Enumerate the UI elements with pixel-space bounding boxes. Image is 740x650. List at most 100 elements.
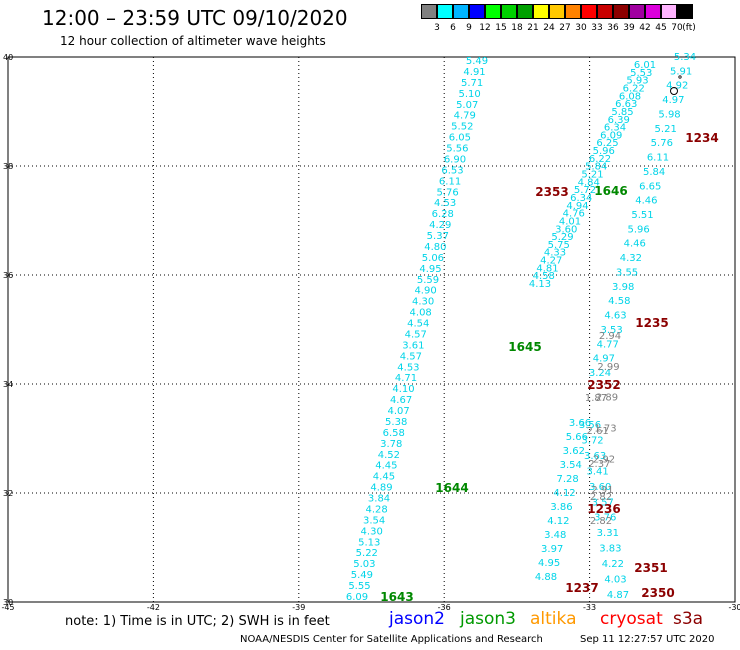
wave-height-value: 4.71: [395, 373, 417, 384]
lat-tick-label: 40: [3, 53, 13, 62]
wave-height-value: 4.63: [604, 311, 626, 322]
wave-height-value: 6.63: [615, 99, 637, 110]
wave-height-value: 3.63: [584, 451, 606, 462]
wave-height-value: 3.84: [368, 494, 390, 505]
colorbar-label: 39: [623, 23, 635, 33]
wave-height-value: 4.95: [419, 264, 441, 275]
wave-height-value: 5.71: [461, 78, 483, 89]
wave-height-value: 3.53: [600, 325, 622, 336]
wave-height-value: 6.22: [589, 154, 611, 165]
colorbar-swatch: [645, 4, 661, 19]
colorbar-label: 9: [466, 23, 472, 33]
wave-height-value: 4.45: [373, 472, 395, 483]
lon-tick-label: -39: [292, 603, 305, 612]
wave-height-value: 3.62: [563, 446, 585, 457]
colorbar-swatch: [549, 4, 565, 19]
footer-credit: NOAA/NESDIS Center for Satellite Applica…: [240, 634, 543, 645]
colorbar-swatch: [533, 4, 549, 19]
axis-ticks: -45 -42 -39 -36 -33 -30 30 32 34 36 38 40: [1, 53, 740, 612]
wave-height-value: 5.72: [574, 185, 596, 196]
legend-altika: altika: [530, 609, 577, 629]
wave-height-value: 6.34: [570, 193, 592, 204]
wave-height-value: 6.53: [441, 165, 463, 176]
wave-height-value: 5.03: [353, 559, 375, 570]
wave-height-value: 4.97: [593, 354, 615, 365]
wave-height-value: 3.66: [569, 418, 591, 429]
wave-height-value: 4.22: [602, 559, 624, 570]
wave-height-value: 3.54: [363, 515, 385, 526]
wave-height-value: 3.24: [589, 368, 611, 379]
footer-timestamp: Sep 11 12:27:57 UTC 2020: [580, 634, 715, 645]
wave-height-value: 2.91: [591, 485, 613, 496]
wave-height-value: 4.79: [454, 111, 476, 122]
wave-height-value: 4.10: [392, 384, 414, 395]
wave-height-value: 6.08: [619, 91, 641, 102]
pass-time-label: 1644: [435, 481, 468, 495]
colorbar-label: 30: [575, 23, 587, 33]
wave-height-value: 2.82: [590, 492, 612, 503]
wave-height-value: 4.12: [547, 516, 569, 527]
wave-height-value: 4.54: [407, 319, 429, 330]
wave-height-value: 4.67: [390, 395, 412, 406]
wave-height-value: 5.76: [651, 138, 673, 149]
wave-height-value: 6.11: [647, 153, 669, 164]
wave-height-value: 3.56: [579, 420, 601, 431]
wave-height-value: 5.66: [566, 432, 588, 443]
wave-height-value: 3.41: [587, 466, 609, 477]
wave-height-value: 4.91: [463, 67, 485, 78]
pass-time-label: 2351: [634, 561, 667, 575]
colorbar-swatch: [485, 4, 501, 19]
wave-height-value: 3.76: [594, 513, 616, 524]
wave-height-value: 5.37: [427, 231, 449, 242]
map-title: 12:00 – 23:59 UTC 09/10/2020: [42, 6, 348, 30]
wave-height-value: 5.22: [356, 548, 378, 559]
wave-height-value: 4.89: [370, 483, 392, 494]
wave-height-values: 6.095.555.495.035.225.134.303.544.283.84…: [346, 52, 696, 603]
wave-height-value: 3.60: [589, 482, 611, 493]
wave-height-value: 5.21: [655, 124, 677, 135]
colorbar-label: (ft): [682, 23, 696, 33]
wave-height-value: 4.57: [400, 351, 422, 362]
wave-height-value: 3.78: [380, 439, 402, 450]
wave-height-value: 1.87: [585, 393, 607, 404]
wave-height-value: 4.53: [434, 198, 456, 209]
wave-height-value: 5.75: [548, 240, 570, 251]
wave-height-value: 4.13: [529, 279, 551, 290]
wave-height-value: 4.88: [535, 572, 557, 583]
colorbar-label: 24: [543, 23, 555, 33]
wave-height-value: 5.98: [658, 109, 680, 120]
map-frame: [7, 56, 736, 603]
wave-height-value: 4.46: [624, 239, 646, 250]
colorbar-label: 42: [639, 23, 651, 33]
wave-height-value: 4.81: [536, 263, 558, 274]
wave-height-value: 2.94: [599, 331, 621, 342]
wave-height-value: 5.49: [351, 570, 373, 581]
wave-height-value: 4.12: [553, 488, 575, 499]
colorbar-label: 18: [511, 23, 523, 33]
wave-height-value: 5.93: [626, 76, 648, 87]
colorbar-swatch: [469, 4, 485, 19]
wave-height-value: 4.57: [405, 329, 427, 340]
wave-height-value: 1.73: [594, 424, 616, 435]
wave-height-value: 3.98: [612, 282, 634, 293]
wave-height-value: 4.08: [410, 308, 432, 319]
wave-height-value: 5.06: [422, 253, 444, 264]
pass-time-label: 1236: [587, 502, 620, 516]
wave-height-value: 3.54: [560, 460, 582, 471]
colorbar-label: 45: [655, 23, 667, 33]
pass-time-label: 1643: [380, 590, 413, 604]
wave-height-value: 4.94: [566, 201, 588, 212]
pass-time-label: 2350: [641, 586, 674, 600]
lat-tick-label: 34: [3, 380, 13, 389]
colorbar-label: 15: [495, 23, 507, 33]
wave-height-value: 4.90: [414, 286, 436, 297]
wave-height-value: 5.84: [585, 162, 607, 173]
pass-time-label: 2352: [587, 378, 620, 392]
wave-height-value: 5.84: [643, 167, 665, 178]
wave-height-value: 6.90: [444, 154, 466, 165]
lat-tick-label: 32: [3, 489, 13, 498]
colorbar-swatch: [501, 4, 517, 19]
wave-height-value: 3.83: [599, 544, 621, 555]
wave-height-value: 5.07: [456, 100, 478, 111]
